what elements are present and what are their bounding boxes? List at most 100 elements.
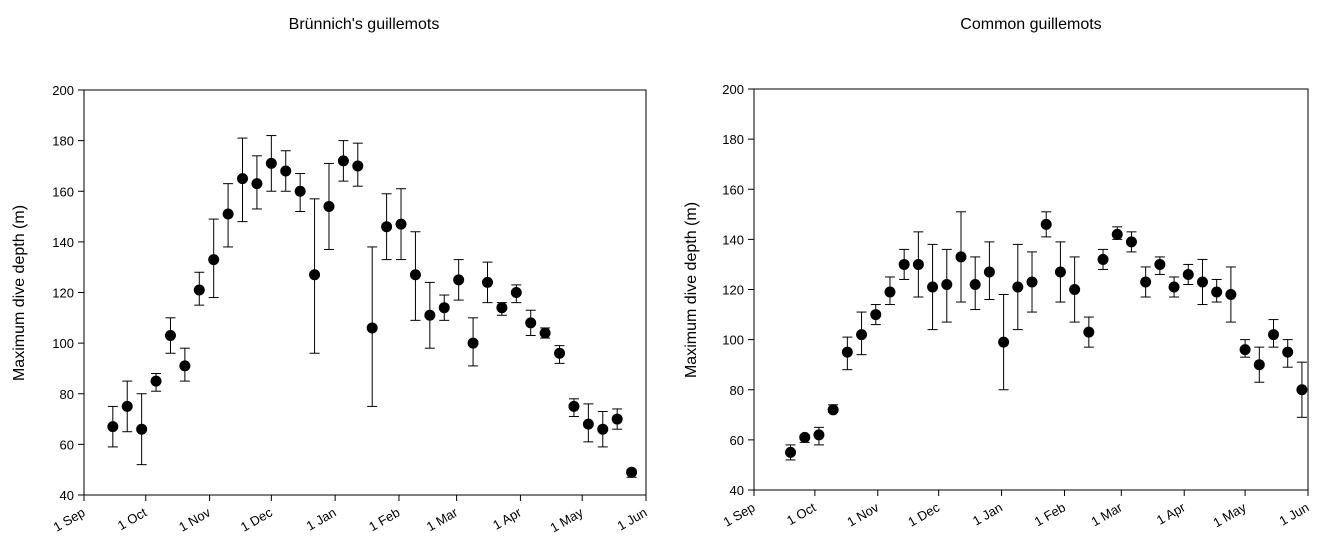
plot-frame: [83, 89, 647, 496]
chart-panel-brunnichs: Brünnich's guillemots Maximum dive depth…: [11, 16, 650, 535]
data-point: [568, 400, 580, 412]
data-point: [150, 375, 162, 387]
y-tick-label: 140: [52, 235, 74, 250]
data-point: [323, 200, 335, 212]
x-tick-label: 1 Oct: [784, 499, 819, 528]
y-tick-label: 60: [730, 433, 744, 448]
x-tick-label: 1 Nov: [176, 504, 213, 534]
data-point: [870, 309, 882, 321]
y-axis-label: Maximum dive depth (m): [683, 202, 700, 378]
data-point: [107, 421, 119, 433]
y-axis-label: Maximum dive depth (m): [11, 205, 28, 381]
data-point: [597, 423, 609, 435]
x-tick-label: 1 Mar: [1089, 499, 1126, 529]
y-tick-label: 80: [730, 383, 744, 398]
data-point: [510, 287, 522, 298]
x-tick-label: 1 Sep: [721, 500, 758, 530]
y-tick-label: 140: [722, 232, 744, 247]
y-tick-label: 120: [722, 283, 744, 298]
y-tick-label: 160: [722, 182, 744, 197]
data-point: [395, 218, 407, 230]
x-tick-label: 1 Jan: [970, 500, 1005, 529]
y-tick-label: 40: [730, 483, 744, 498]
chart-title: Brünnich's guillemots: [289, 16, 440, 33]
x-tick-label: 1 May: [1210, 499, 1249, 530]
data-point: [294, 185, 306, 197]
x-tick-label: 1 May: [548, 504, 587, 535]
data-point: [136, 423, 148, 435]
data-point: [280, 165, 292, 177]
data-point: [496, 302, 508, 314]
x-tick-label: 1 Jan: [304, 505, 339, 534]
data-point: [424, 309, 436, 321]
data-point: [481, 276, 493, 288]
chart-panel-common: Common guillemots Maximum dive depth (m)…: [683, 16, 1312, 530]
x-tick-label: 1 Apr: [490, 504, 524, 533]
data-point: [193, 284, 205, 296]
data-point: [1154, 258, 1166, 270]
x-tick-label: 1 Nov: [844, 499, 881, 529]
x-tick-label: 1 Feb: [366, 505, 402, 535]
data-point: [1182, 268, 1194, 280]
data-point: [884, 286, 896, 298]
data-point: [1054, 266, 1066, 278]
y-tick-label: 40: [60, 488, 74, 503]
data-point: [912, 258, 924, 270]
x-tick-label: 1 Jun: [614, 505, 649, 534]
data-point: [438, 302, 450, 314]
data-point: [1111, 228, 1123, 240]
data-point: [554, 347, 566, 359]
data-point: [1140, 276, 1152, 288]
data-point: [1168, 281, 1180, 293]
x-tick-label: 1 Oct: [115, 504, 150, 533]
data-point: [309, 269, 321, 281]
data-point: [1097, 253, 1109, 265]
y-tick-label: 180: [722, 132, 744, 147]
data-point: [525, 317, 537, 329]
data-point: [582, 418, 594, 430]
data-point: [941, 278, 953, 290]
data-point: [998, 336, 1010, 348]
data-point: [856, 329, 868, 341]
data-point: [237, 173, 249, 185]
x-tick-label: 1 Jun: [1276, 500, 1311, 529]
data-point: [1040, 218, 1052, 230]
data-point: [1125, 236, 1137, 248]
data-point: [1211, 286, 1223, 298]
data-point: [251, 178, 263, 190]
data-point: [1225, 289, 1237, 301]
data-point: [337, 155, 349, 167]
y-tick-label: 160: [52, 184, 74, 199]
data-point: [1282, 346, 1294, 358]
data-point: [164, 330, 176, 342]
data-point: [366, 322, 378, 334]
data-point: [467, 337, 479, 349]
y-tick-label: 80: [60, 387, 74, 402]
data-point: [1253, 359, 1265, 371]
y-tick-label: 60: [60, 437, 74, 452]
x-tick-label: 1 Dec: [238, 504, 275, 534]
data-point: [1026, 276, 1038, 288]
y-tick-label: 100: [722, 333, 744, 348]
data-point: [352, 160, 364, 172]
data-point: [222, 208, 234, 220]
x-tick-label: 1 Apr: [1154, 499, 1188, 528]
plot-frame: [753, 88, 1309, 491]
y-tick-label: 200: [722, 82, 744, 97]
data-point: [208, 254, 220, 266]
data-point: [927, 281, 939, 293]
data-point: [1196, 276, 1208, 288]
data-point: [827, 404, 839, 416]
x-tick-label: 1 Mar: [424, 504, 461, 534]
chart-title: Common guillemots: [960, 16, 1101, 33]
data-point: [1069, 284, 1081, 295]
data-point: [955, 251, 967, 263]
data-point: [626, 466, 638, 478]
data-point: [785, 446, 797, 458]
data-point: [813, 429, 825, 441]
data-point: [969, 278, 981, 290]
data-point: [799, 431, 811, 443]
x-tick-label: 1 Feb: [1032, 500, 1068, 530]
